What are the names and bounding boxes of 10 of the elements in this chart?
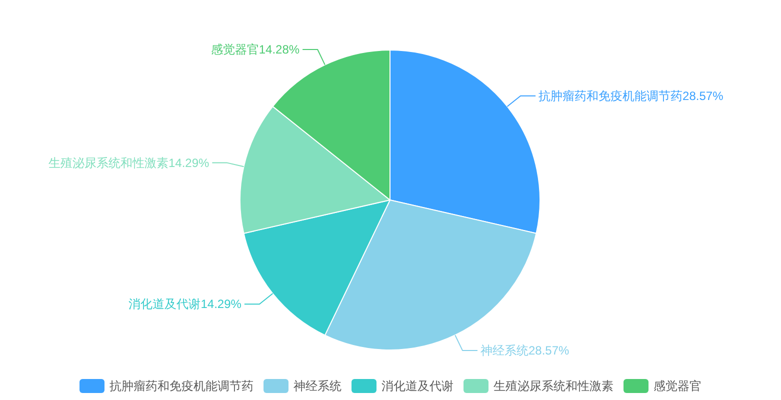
- category-label: 抗肿瘤药和免疫机能调节药28.57%: [538, 88, 724, 103]
- category-label: 消化道及代谢14.29%: [128, 297, 242, 312]
- legend-label: 生殖泌尿系统和性激素: [494, 379, 614, 393]
- legend-label: 抗肿瘤药和免疫机能调节药: [110, 379, 254, 393]
- category-label: 生殖泌尿系统和性激素14.29%: [48, 156, 210, 170]
- category-label: 感觉器官14.28%: [210, 42, 300, 57]
- legend-label: 感觉器官: [654, 379, 702, 393]
- legend-label: 消化道及代谢: [382, 379, 454, 393]
- category-label: 神经系统28.57%: [480, 343, 570, 358]
- legend-label: 神经系统: [294, 379, 342, 393]
